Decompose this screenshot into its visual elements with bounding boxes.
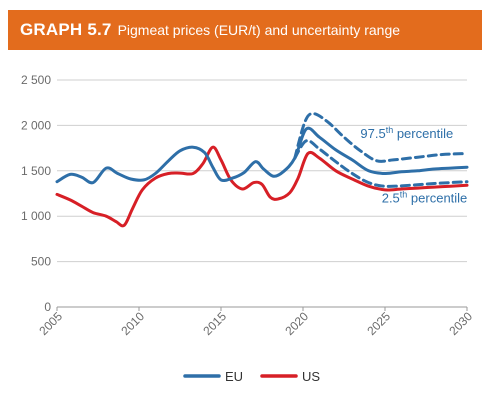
y-tick-label: 500 <box>31 255 51 269</box>
x-tick-label: 2005 <box>36 309 65 338</box>
series-line-97-5th-percentile <box>293 112 469 163</box>
annotation-superscript: th <box>400 190 408 200</box>
legend-label-eu: EU <box>225 369 243 384</box>
series-lines <box>55 112 469 228</box>
chart-header: GRAPH 5.7 Pigmeat prices (EUR/t) and unc… <box>8 10 482 50</box>
series-line-2-5th-percentile <box>293 139 469 188</box>
series-line-us <box>55 145 469 228</box>
y-tick-label: 2 500 <box>21 73 51 87</box>
x-axis-ticks: 2005 2010 2015 2020 2025 2030 <box>36 307 475 338</box>
annotation-superscript: th <box>386 125 394 135</box>
annotation-text: percentile <box>393 126 453 141</box>
x-tick-label: 2030 <box>446 309 475 338</box>
x-tick-label: 2025 <box>364 309 393 338</box>
x-tick-label: 2010 <box>118 309 147 338</box>
legend-label-us: US <box>302 369 320 384</box>
x-tick-label: 2015 <box>200 309 229 338</box>
y-axis-ticks: 0 500 1 000 1 500 2 000 2 500 <box>21 73 51 314</box>
y-tick-label: 0 <box>44 300 51 314</box>
y-tick-label: 1 500 <box>21 164 51 178</box>
percentile-annotation: 97.5th percentile <box>360 125 453 141</box>
y-tick-label: 1 000 <box>21 209 51 223</box>
y-tick-label: 2 000 <box>21 118 51 132</box>
legend: EU US <box>183 369 320 384</box>
percentile-annotation: 2.5th percentile <box>382 190 468 206</box>
series-line-eu <box>55 126 469 185</box>
x-tick-label: 2020 <box>282 309 311 338</box>
annotation-value: 2.5 <box>382 191 400 206</box>
graph-title: Pigmeat prices (EUR/t) and uncertainty r… <box>117 22 401 38</box>
annotation-value: 97.5 <box>360 126 385 141</box>
graph-number: GRAPH 5.7 <box>20 20 112 39</box>
annotation-text: percentile <box>407 191 467 206</box>
